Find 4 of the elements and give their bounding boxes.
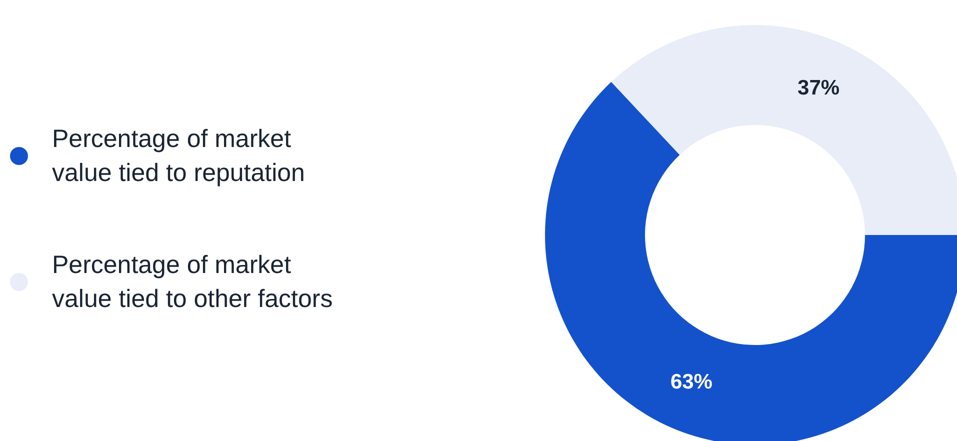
data-label: 37% — [798, 76, 840, 100]
legend-label: Percentage of market value tied to reputation — [52, 124, 306, 189]
legend-label: Percentage of market value tied to other factors — [52, 250, 334, 315]
data-label: 63% — [670, 370, 713, 394]
